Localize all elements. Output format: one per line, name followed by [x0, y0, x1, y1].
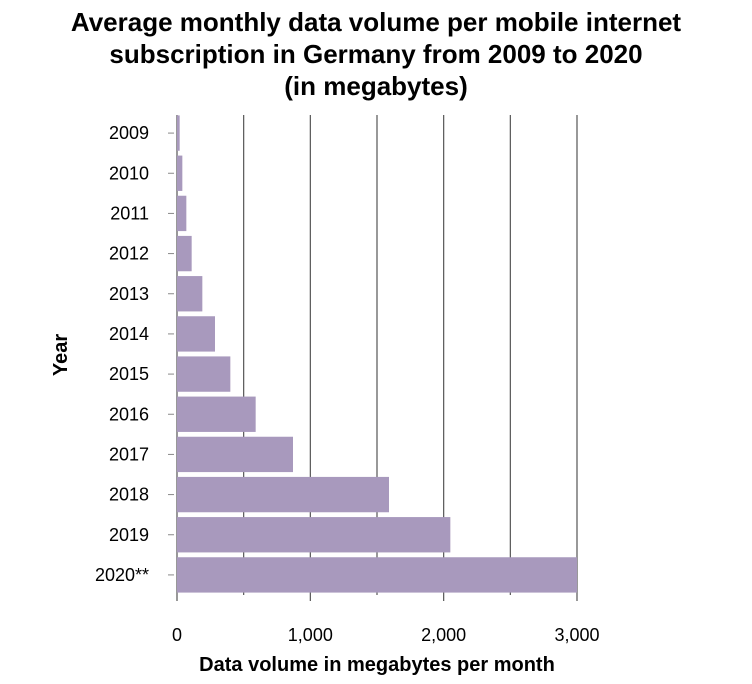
bar-2015: [177, 356, 231, 392]
y-tick-label-8: 2017: [109, 444, 149, 464]
x-axis-label: Data volume in megabytes per month: [199, 654, 555, 676]
y-tick-label-0: 2009: [109, 123, 149, 143]
bar-2018: [177, 476, 389, 513]
bar-2016: [177, 396, 256, 432]
y-axis-label: Year: [50, 334, 72, 376]
bar-2012: [177, 235, 192, 272]
y-tick-label-7: 2016: [109, 404, 149, 424]
y-tick-label-2: 2011: [110, 203, 149, 223]
x-tick-label-0: 0: [172, 625, 182, 645]
bar-2017: [177, 436, 293, 473]
x-tick-label-1: 1,000: [288, 625, 333, 645]
y-axis: 2009 2010 2011 2012 2013 2014 2015 2016 2017 2018…: [95, 123, 174, 585]
y-tick-label-1: 2010: [109, 163, 149, 183]
bars: [177, 115, 577, 593]
bar-2014: [177, 316, 215, 352]
y-tick-label-5: 2014: [109, 324, 149, 344]
x-tick-label-2: 2,000: [421, 625, 466, 645]
bar-2013: [177, 276, 203, 312]
bar-2020: [177, 557, 577, 593]
y-tick-label-11: 2020**: [95, 565, 149, 585]
bar-2009: [177, 115, 180, 151]
y-tick-label-10: 2019: [109, 525, 149, 545]
bar-2011: [177, 195, 187, 232]
y-tick-label-9: 2018: [109, 485, 149, 505]
bar-2019: [177, 517, 451, 553]
x-axis: 0 1,000 2,000 3,000: [172, 625, 600, 645]
y-tick-label-3: 2012: [109, 244, 149, 264]
x-tick-label-3: 3,000: [554, 625, 599, 645]
chart-title-line-2: subscription in Germany from 2009 to 202…: [109, 39, 643, 69]
chart-title-line-3: (in megabytes): [284, 71, 468, 101]
chart-title: Average monthly data volume per mobile i…: [0, 6, 752, 102]
bar-2010: [177, 155, 183, 191]
y-tick-label-4: 2013: [109, 284, 149, 304]
chart-title-line-1: Average monthly data volume per mobile i…: [70, 7, 682, 37]
y-tick-label-6: 2015: [109, 364, 149, 384]
